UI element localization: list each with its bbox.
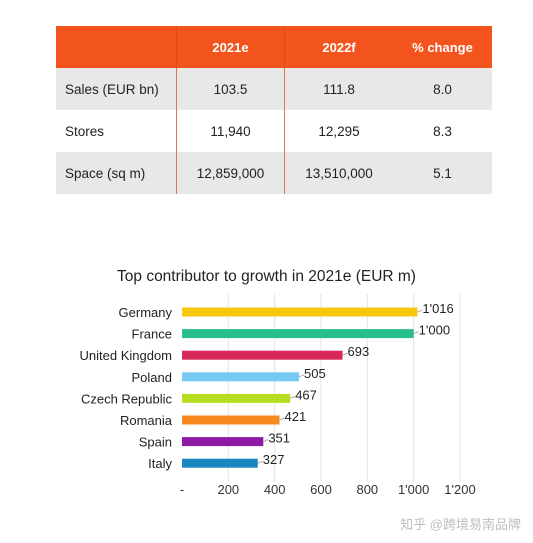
value-label: 505 [304, 366, 326, 381]
bar [182, 350, 343, 360]
bar [182, 458, 258, 468]
bar-chart: - 200 400 600 800 1'000 1'200 Germany 1'016 Franc… [80, 294, 476, 497]
chart-title: Top contributor to growth in 2021e (EUR … [117, 268, 416, 285]
x-tick-label: 1'200 [444, 482, 475, 497]
x-tick-label: 400 [264, 482, 286, 497]
leader-line [342, 352, 348, 356]
leader-line [417, 309, 423, 313]
table-header-cell: 2022f [284, 26, 393, 68]
category-label: Czech Republic [81, 391, 173, 406]
leader-line [257, 460, 263, 464]
value-label: 327 [263, 452, 285, 467]
table-cell: 11,940 [176, 110, 285, 152]
value-label: 1'016 [422, 301, 453, 316]
x-tick-label: 600 [310, 482, 332, 497]
table-header-cell [56, 26, 177, 68]
value-label: 421 [285, 409, 307, 424]
bar [182, 372, 299, 382]
table-cell: 12,295 [284, 110, 393, 152]
summary-table: 2021e 2022f % change Sales (EUR bn) 103.… [56, 26, 492, 194]
table-row: Space (sq m) 12,859,000 13,510,000 5.1 [56, 152, 492, 194]
leader-line [298, 374, 305, 378]
leader-line [290, 395, 296, 399]
bar [182, 307, 418, 317]
leader-line [263, 439, 269, 443]
x-tick-label: 1'000 [398, 482, 429, 497]
table-row-label: Sales (EUR bn) [56, 68, 177, 110]
category-label: France [132, 327, 172, 342]
table-row: Stores 11,940 12,295 8.3 [56, 110, 492, 152]
category-label: Poland [132, 370, 172, 385]
value-label: 467 [295, 387, 317, 402]
table-header-cell: % change [393, 26, 492, 68]
table-cell: 103.5 [176, 68, 285, 110]
bar [182, 415, 280, 425]
table-cell: 111.8 [284, 68, 393, 110]
table-cell: 13,510,000 [284, 152, 393, 194]
value-label: 1'000 [419, 323, 450, 338]
table-row-label: Stores [56, 110, 177, 152]
table-cell: 12,859,000 [176, 152, 285, 194]
table-row-label: Space (sq m) [56, 152, 177, 194]
table-header-cell: 2021e [176, 26, 285, 68]
x-tick-label: - [180, 482, 184, 497]
watermark: 知乎 @跨境易南品牌 [400, 517, 521, 532]
x-tick-label: 800 [356, 482, 378, 497]
bar [182, 329, 414, 339]
x-tick-label: 200 [217, 482, 239, 497]
table-cell: 8.3 [393, 110, 492, 152]
table-cell: 8.0 [393, 68, 492, 110]
category-label: Romania [120, 413, 173, 428]
bar [182, 437, 264, 447]
value-label: 351 [268, 431, 290, 446]
category-label: Spain [139, 435, 172, 450]
bar [182, 393, 291, 403]
value-label: 693 [348, 344, 370, 359]
leader-line [413, 331, 419, 335]
table-header-row: 2021e 2022f % change [56, 26, 492, 68]
category-label: Italy [148, 456, 172, 471]
category-label: Germany [119, 305, 173, 320]
leader-line [279, 417, 285, 421]
table-cell: 5.1 [393, 152, 492, 194]
category-label: United Kingdom [80, 348, 173, 363]
table-row: Sales (EUR bn) 103.5 111.8 8.0 [56, 68, 492, 110]
